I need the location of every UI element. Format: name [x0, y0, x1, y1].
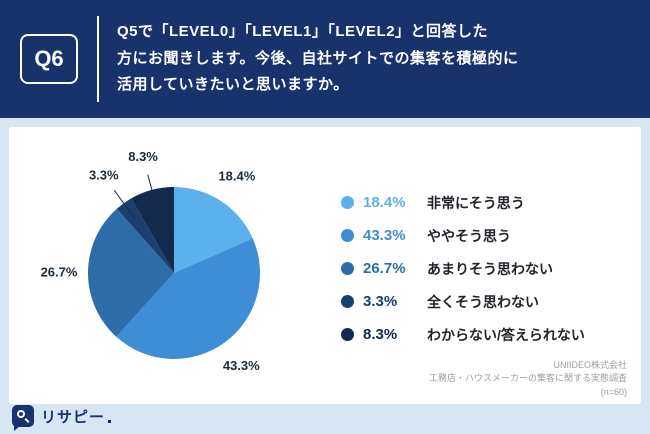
legend-percent-4: 3.3%: [363, 293, 398, 310]
question-number-badge: Q6: [20, 34, 78, 84]
legend-percent-2: 43.3%: [363, 227, 406, 244]
pie-slice-5: [131, 187, 174, 273]
legend-label-4: 全くそう思わない: [427, 293, 539, 310]
legend-item-1: 18.4% 非常にそう思う: [341, 193, 585, 212]
legend-dot-4: [341, 295, 354, 308]
pie-slice-3: [87, 208, 174, 337]
pie-value-label-2: 43.3%: [223, 358, 260, 373]
legend-item-2: 43.3% ややそう思う: [341, 226, 585, 245]
source-company: UNIIDEO株式会社: [553, 359, 627, 370]
legend-dot-3: [341, 262, 354, 275]
logo-dot: [108, 420, 112, 423]
legend-label-2: ややそう思う: [427, 227, 511, 244]
logo-text: リサピー: [41, 408, 106, 426]
pie-value-label-3: 26.7%: [41, 265, 78, 280]
legend-percent-3: 26.7%: [363, 260, 406, 277]
source-sample-size: (n=60): [600, 386, 627, 397]
pie-slice-2: [116, 238, 260, 359]
question-line-1: Q5で「LEVEL0」「LEVEL1」「LEVEL2」と回答した: [117, 22, 489, 40]
question-line-3: 活用していきたいと思いますか。: [117, 76, 349, 94]
source-survey-title: 工務店・ハウスメーカーの集客に関する実態調査: [428, 373, 627, 383]
survey-source-note: UNIIDEO株式会社 工務店・ハウスメーカーの集客に関する実態調査 (n=60…: [429, 359, 627, 400]
legend-percent-5: 8.3%: [363, 326, 398, 343]
pie-value-label-5: 8.3%: [128, 149, 158, 164]
legend-item-4: 3.3% 全くそう思わない: [341, 292, 585, 311]
question-line-2: 方にお聞きします。今後、自社サイトでの集客を積極的に: [117, 49, 519, 67]
question-text: Q5で「LEVEL0」「LEVEL1」「LEVEL2」と回答した 方にお聞きしま…: [117, 19, 519, 99]
pie-chart-area: 18.4% 43.3% 26.7% 3.3% 8.3%: [9, 127, 339, 404]
header-divider: [97, 16, 99, 102]
legend-label-3: あまりそう思わない: [427, 260, 553, 277]
chart-legend: 18.4% 非常にそう思う 43.3% ややそう思う 26.7% あまりそう思わ…: [341, 193, 585, 344]
question-header: Q6 Q5で「LEVEL0」「LEVEL1」「LEVEL2」と回答した 方にお聞…: [0, 0, 650, 118]
pie-slice-4: [116, 198, 174, 273]
legend-item-3: 26.7% あまりそう思わない: [341, 259, 585, 278]
pie-value-label-1: 18.4%: [218, 169, 255, 184]
legend-percent-1: 18.4%: [363, 194, 406, 211]
chart-card: 18.4% 43.3% 26.7% 3.3% 8.3% 18.4% 非常にそう思う 43…: [9, 127, 641, 404]
pie-value-label-4: 3.3%: [89, 168, 119, 183]
risapy-logo: リサピー: [12, 405, 112, 431]
legend-label-5: わからない/答えられない: [427, 326, 585, 343]
legend-dot-2: [341, 229, 354, 242]
pie-chart: 18.4% 43.3% 26.7% 3.3% 8.3%: [41, 149, 261, 373]
pie-leader-line-5: [147, 174, 158, 209]
magnifier-speech-bubble-icon: [12, 405, 34, 431]
legend-item-5: 8.3% わからない/答えられない: [341, 325, 585, 344]
legend-label-1: 非常にそう思う: [427, 194, 525, 211]
pie-slice-1: [174, 187, 253, 273]
legend-dot-5: [341, 328, 354, 341]
legend-dot-1: [341, 196, 354, 209]
pie-leader-line-4: [113, 189, 136, 219]
